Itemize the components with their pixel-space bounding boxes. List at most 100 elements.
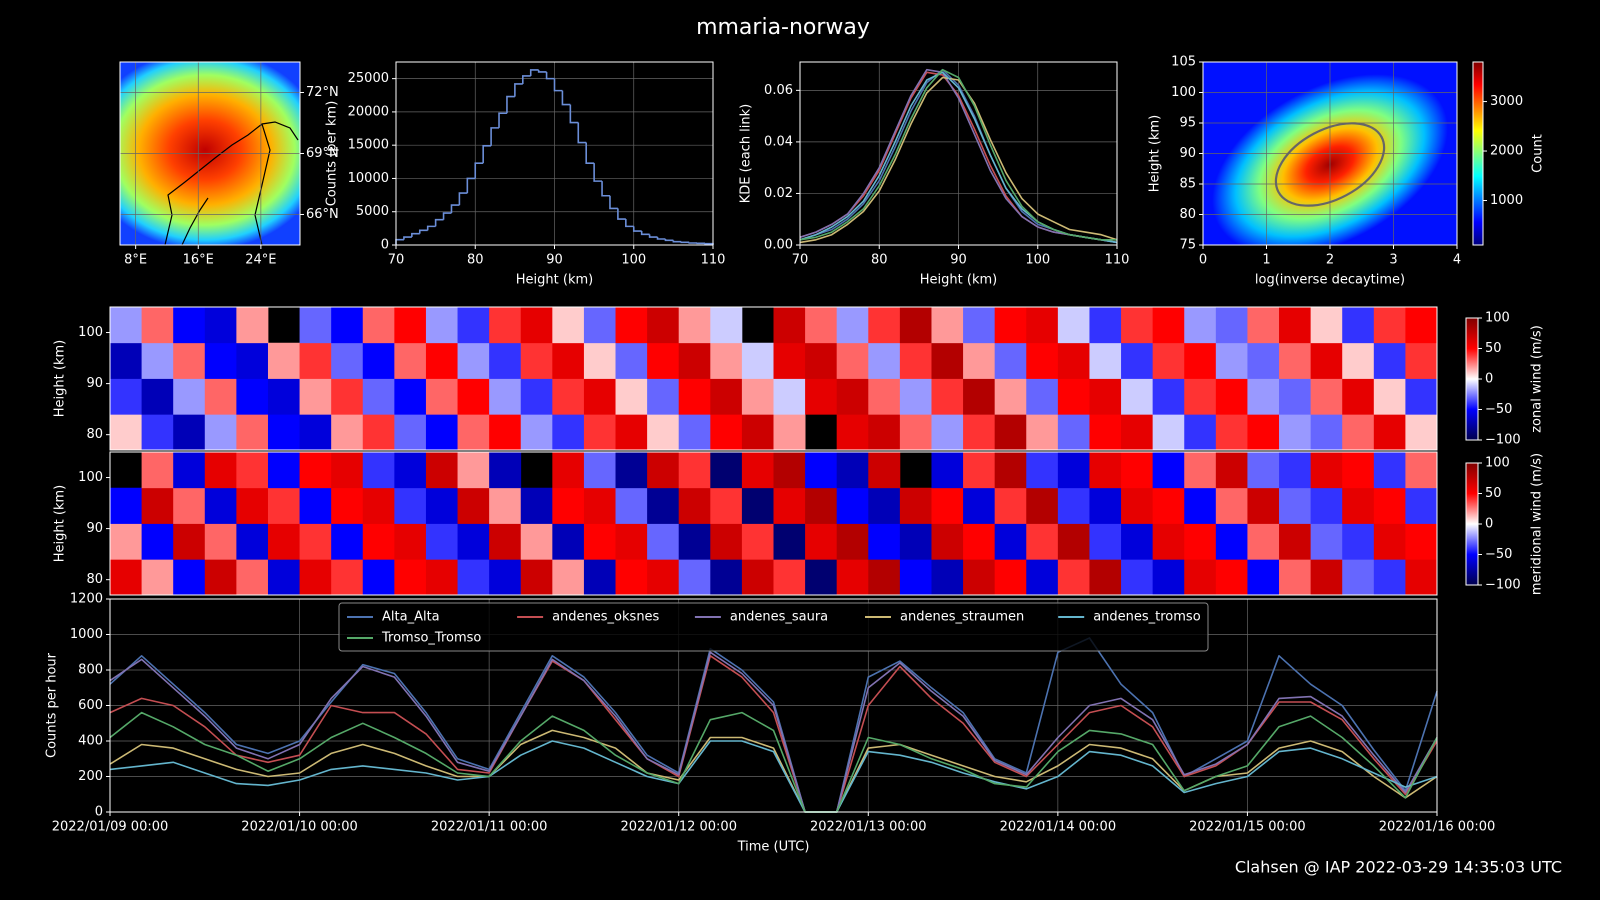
heatmap-cell [583, 414, 616, 451]
y-tick-label: 0.00 [764, 238, 793, 253]
y-axis-label: Height (km) [53, 485, 68, 562]
histogram-step [529, 69, 539, 76]
heatmap-cell [931, 378, 964, 415]
colorbar-tick-label: 100 [1485, 311, 1510, 326]
y-tick-label: 69°N [306, 146, 339, 161]
heatmap-cell [1215, 307, 1248, 344]
heatmap-cell [141, 523, 174, 560]
heatmap-cell [489, 487, 522, 524]
histogram-step [498, 112, 507, 128]
heatmap-cell [1215, 523, 1248, 560]
heatmap-cell [1057, 452, 1090, 489]
heatmap-cell [110, 523, 142, 560]
x-tick-label: 2022/01/10 00:00 [241, 820, 358, 835]
heatmap-cell [931, 342, 964, 379]
heatmap-cell [552, 559, 585, 596]
y-axis-label: Height (km) [1148, 115, 1163, 192]
heatmap-cell [773, 307, 806, 344]
x-tick-label: 110 [701, 253, 726, 268]
map-image [120, 62, 300, 245]
heatmap-cell [805, 487, 838, 524]
heatmap-cell [520, 487, 553, 524]
heatmap-cell [1089, 378, 1122, 415]
heatmap-cell [267, 452, 300, 489]
x-tick-label: 100 [1025, 253, 1050, 268]
x-tick-label: 70 [388, 253, 405, 268]
histogram-step [593, 163, 603, 182]
colorbar-tick-label: 3000 [1490, 94, 1523, 109]
heatmap-cell [110, 487, 142, 524]
heatmap-cell [362, 559, 395, 596]
heatmap-cell [678, 307, 711, 344]
heatmap-cell [457, 487, 490, 524]
heatmap-cell [1057, 487, 1090, 524]
y-axis-label: Counts per hour [45, 652, 60, 758]
heatmap-cell [457, 342, 490, 379]
heatmap-cell [836, 342, 869, 379]
heatmap-cell [1310, 307, 1343, 344]
heatmap-cell [1184, 342, 1217, 379]
colorbar-tick-label: −100 [1485, 578, 1521, 593]
heatmap-cell [710, 523, 743, 560]
heatmap-cell [647, 559, 680, 596]
histogram-step [537, 69, 547, 73]
heatmap-cell [299, 452, 332, 489]
heatmap-cell [773, 342, 806, 379]
heatmap-cell [1152, 414, 1185, 451]
heatmap-cell [1184, 307, 1217, 344]
heatmap-cell [1373, 307, 1406, 344]
axes-frame [109, 306, 1438, 451]
heatmap-cell [741, 559, 774, 596]
heatmap-cell [963, 378, 996, 415]
heatmap-cell [267, 487, 300, 524]
colorbar [1465, 317, 1479, 441]
heatmap-cell [1026, 559, 1059, 596]
axes-frame [1202, 61, 1458, 246]
heatmap-cell [489, 378, 522, 415]
heatmap-cell [299, 487, 332, 524]
heatmap-cell [173, 452, 206, 489]
heatmap-cell [173, 342, 206, 379]
y-tick-label: 90 [86, 376, 103, 391]
heatmap-cell [110, 307, 142, 344]
histogram-step [403, 236, 412, 240]
x-tick-label: 16°E [183, 253, 214, 268]
legend-label: Alta_Alta [382, 610, 440, 625]
heatmap-cell [741, 342, 774, 379]
x-tick-label: 90 [950, 253, 967, 268]
colorbar-tick-label: 100 [1485, 456, 1510, 471]
heatmap-cell [963, 559, 996, 596]
x-tick-label: 1 [1262, 253, 1270, 268]
heatmap-cell [994, 523, 1027, 560]
x-tick-label: 4 [1453, 253, 1461, 268]
y-tick-label: 1000 [70, 627, 103, 642]
heatmap-cell [583, 452, 616, 489]
heatmap-cell [1089, 523, 1122, 560]
y-tick-label: 400 [78, 734, 103, 749]
heatmap-cell [1057, 523, 1090, 560]
heatmap-cell [583, 342, 616, 379]
heatmap-cell [110, 414, 142, 451]
heatmap-cell [1215, 452, 1248, 489]
heatmap-cell [362, 523, 395, 560]
heatmap-cell [457, 523, 490, 560]
heatmap-cell [836, 414, 869, 451]
heatmap-cell [1247, 342, 1280, 379]
histogram-step [545, 71, 555, 80]
x-tick-label: 0 [1199, 253, 1207, 268]
heatmap-cell [299, 523, 332, 560]
histogram-step [577, 122, 587, 144]
heatmap-cell [1121, 452, 1154, 489]
histogram-step [680, 241, 690, 244]
heatmap-cell [520, 342, 553, 379]
colorbar [1472, 61, 1484, 246]
x-tick-label: 2022/01/09 00:00 [52, 820, 169, 835]
heatmap-cell [1215, 414, 1248, 451]
heatmap-cell [899, 342, 932, 379]
heatmap-cell [362, 487, 395, 524]
heatmap-cell [741, 487, 774, 524]
heatmap-cell [267, 378, 300, 415]
heatmap-cell [710, 487, 743, 524]
heatmap-cell [1215, 378, 1248, 415]
heatmap-cell [394, 307, 427, 344]
